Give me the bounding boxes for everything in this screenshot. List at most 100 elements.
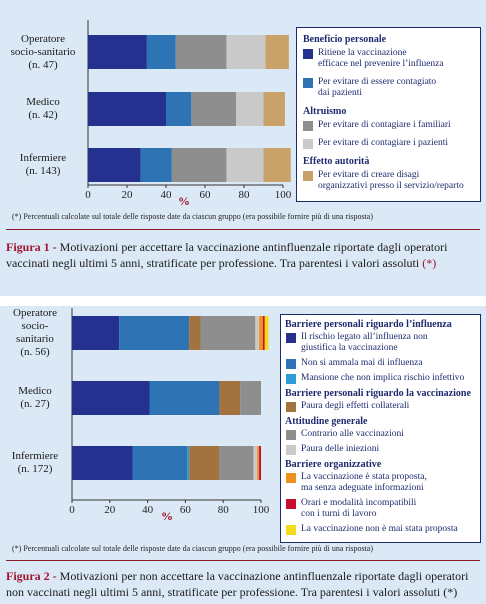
fig2-row-label-2-line-1: Medico [18, 385, 52, 397]
fig2-legend-label-2-line-1: Il rischio legato all’influenza non [301, 332, 428, 342]
fig1-bar-row3-seg5 [263, 148, 291, 182]
fig1-bar-row1-seg1 [88, 35, 147, 69]
fig1-legend-label-2-line-2: efficace nel prevenire l’influenza [318, 59, 444, 69]
fig2-legend-swatch-3 [286, 359, 296, 369]
fig2-legend-label-2-line-2: giustifica la vaccinazione [301, 343, 398, 353]
fig2-legend-label-12-line-2: con i turni di lavoro [301, 509, 377, 519]
fig2-x-tick-label-0: 0 [69, 504, 75, 516]
fig2-x-tick-label-60: 60 [180, 504, 192, 516]
figure-1-chart: 0 20 40 60 80 100% [85, 20, 292, 208]
fig2-bar-row1-seg7 [259, 316, 263, 350]
fig1-x-axis-label: % [178, 194, 190, 208]
fig2-legend-swatch-6 [286, 402, 296, 412]
fig1-legend-label-5: Per evitare di contagiare i familiari [318, 120, 478, 131]
fig2-legend-label-9: Paura delle iniezioni [301, 444, 478, 455]
fig2-legend-swatch-13 [286, 525, 296, 535]
fig2-legend-heading-barriere-personali-riguardo-la-vaccinazi: Barriere personali riguardo la vaccinazi… [285, 388, 471, 399]
fig1-bar-row2-seg1 [88, 92, 166, 126]
fig1-x-tick-label-0: 0 [85, 189, 91, 201]
figure-2-caption-label: Figura 2 - [6, 569, 57, 583]
fig2-x-axis-label: % [161, 509, 173, 523]
figure-2-footnote: (*) Percentuali calcolate sul totale del… [12, 544, 373, 553]
fig2-legend-label-4: Mansione che non implica rischio infetti… [301, 373, 478, 384]
figure-2-panel: 0 20 40 60 80 100% Operatore socio-sanitario (n… [0, 306, 486, 604]
fig1-bar-row1-seg3 [175, 35, 227, 69]
figure-1-footnote: (*) Percentuali calcolate sul totale del… [12, 212, 373, 221]
fig2-legend-label-12: Orari e modalità incompatibili con i turn… [301, 498, 478, 520]
fig2-row-label-1-line-1: Operatore [13, 307, 57, 319]
fig2-row-label-1-line-4: (n. 56) [20, 346, 50, 358]
fig2-bar-row2-seg2 [149, 381, 220, 415]
fig2-legend-label-9-line-1: Paura delle iniezioni [301, 444, 380, 454]
fig1-bar-row3-seg1 [88, 148, 141, 182]
fig2-bar-row2-seg4 [219, 381, 241, 415]
fig1-bar-row3-seg4 [226, 148, 264, 182]
fig2-legend-heading-barriere-organizzative: Barriere organizzative [285, 459, 382, 470]
fig2-row-label-1-line-2: socio- [21, 320, 49, 332]
fig2-bar-row2-seg1 [72, 381, 150, 415]
figure-2-caption-star: (*) [443, 585, 458, 599]
fig2-legend-swatch-11 [286, 473, 296, 483]
fig1-legend-swatch-6 [303, 139, 313, 149]
fig2-x-tick-label-100: 100 [253, 504, 270, 516]
fig2-bar-row1-seg5 [200, 316, 256, 350]
fig2-bar-row1-seg8 [262, 316, 265, 350]
fig2-row-label-2-line-2: (n. 27) [20, 398, 50, 410]
fig2-legend-swatch-8 [286, 430, 296, 440]
fig1-bar-row1-seg2 [146, 35, 176, 69]
fig2-legend-label-6: Paura degli effetti collaterali [301, 401, 478, 412]
fig2-legend-swatch-9 [286, 445, 296, 455]
figure-2-divider [6, 560, 480, 561]
fig1-legend-label-3-line-2: dai pazienti [318, 88, 363, 98]
fig1-bar-row1-seg4 [226, 35, 266, 69]
fig2-bar-row3-seg3 [187, 446, 190, 480]
figure-1-caption-label: Figura 1 - [6, 240, 57, 254]
fig2-legend-label-12-line-1: Orari e modalità incompatibili [301, 498, 417, 508]
fig2-row-label-2: Medico (n. 27) [0, 385, 70, 411]
figure-1-caption: Figura 1 - Motivazioni per accettare la … [6, 239, 482, 271]
fig2-legend-label-4-line-1: Mansione che non implica rischio infetti… [301, 373, 465, 383]
fig1-bar-row2-seg4 [236, 92, 264, 126]
fig2-legend-label-13: La vaccinazione non è mai stata proposta [301, 524, 478, 535]
fig2-bar-row1-seg6 [255, 316, 260, 350]
fig2-x-tick-label-40: 40 [142, 504, 154, 516]
fig2-legend-label-11-line-1: La vaccinazione è stata proposta, [301, 472, 427, 482]
fig2-legend-label-8: Contrario alle vaccinazioni [301, 429, 478, 440]
fig1-row-label-1: Operatore socio-sanitario (n. 47) [2, 33, 84, 72]
fig1-legend-heading-effetto-autorit: Effetto autorità [303, 156, 370, 167]
fig2-bar-row3-seg5 [219, 446, 254, 480]
figure-1-divider [6, 229, 480, 230]
fig2-legend-swatch-4 [286, 374, 296, 384]
fig1-legend-swatch-5 [303, 121, 313, 131]
fig1-legend-label-5-line-1: Per evitare di contagiare i familiari [318, 120, 451, 130]
fig2-legend-label-2: Il rischio legato all’influenza non giust… [301, 332, 478, 354]
fig1-row-label-2-line-2: (n. 42) [28, 109, 58, 121]
fig1-row-label-2-line-1: Medico [26, 96, 60, 108]
fig1-row-label-1-line-2: socio-sanitario [10, 45, 76, 58]
fig1-legend-label-2-line-1: Ritiene la vaccinazione [318, 48, 407, 58]
fig1-bar-row2-seg3 [191, 92, 237, 126]
figure-2-legend: Barriere personali riguardo l’influenza I… [280, 314, 481, 543]
fig1-row-label-1-line-1: Operatore [21, 32, 65, 45]
fig2-row-label-3-line-1: Infermiere [11, 450, 59, 462]
fig1-x-tick-label-80: 80 [239, 189, 251, 201]
fig2-legend-label-13-line-1: La vaccinazione non è mai stata proposta [301, 524, 458, 534]
fig1-x-tick-label-100: 100 [275, 189, 292, 201]
figure-2-caption-text: Motivazioni per non accettare la vaccina… [6, 569, 469, 599]
fig2-x-tick-label-80: 80 [218, 504, 230, 516]
fig1-legend-label-8-line-1: Per evitare di creare disagi [318, 170, 420, 180]
fig2-bar-row3-seg6 [253, 446, 258, 480]
fig2-bar-row1-seg2 [119, 316, 190, 350]
fig2-row-label-3: Infermiere (n. 172) [0, 450, 70, 476]
fig1-row-label-1-line-3: (n. 47) [28, 58, 58, 71]
fig2-row-label-1-line-3: sanitario [16, 333, 54, 345]
fig1-x-tick-label-20: 20 [122, 189, 134, 201]
fig1-legend-label-6: Per evitare di contagiare i pazienti [318, 138, 478, 149]
fig1-row-label-3-line-1: Infermiere [19, 152, 67, 164]
fig1-bar-row1-seg5 [265, 35, 289, 69]
fig2-bar-row1-seg9 [264, 316, 269, 350]
fig2-bar-row3-seg8 [259, 446, 261, 480]
fig2-legend-label-6-line-1: Paura degli effetti collaterali [301, 401, 410, 411]
fig2-bar-row3-seg2 [132, 446, 188, 480]
fig1-bar-row3-seg2 [140, 148, 172, 182]
